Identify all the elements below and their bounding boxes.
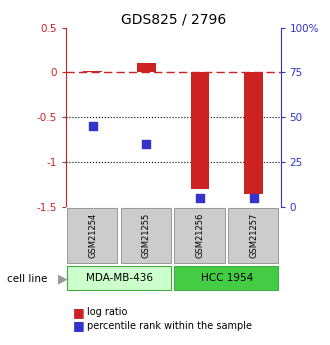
Bar bbox=[83, 71, 102, 72]
Bar bbox=[67, 208, 117, 263]
Text: MDA-MB-436: MDA-MB-436 bbox=[86, 273, 153, 283]
Text: cell line: cell line bbox=[7, 274, 47, 284]
Point bbox=[251, 195, 256, 201]
Text: ■: ■ bbox=[73, 306, 84, 319]
Bar bbox=[137, 63, 156, 72]
Point bbox=[197, 195, 203, 201]
Text: log ratio: log ratio bbox=[87, 307, 128, 317]
Point bbox=[144, 141, 149, 147]
Point bbox=[90, 124, 95, 129]
Text: GSM21255: GSM21255 bbox=[142, 213, 151, 258]
Bar bbox=[174, 208, 225, 263]
Text: HCC 1954: HCC 1954 bbox=[201, 273, 253, 283]
Bar bbox=[67, 266, 171, 290]
Text: GSM21257: GSM21257 bbox=[249, 213, 258, 258]
Text: GSM21256: GSM21256 bbox=[196, 213, 205, 258]
Bar bbox=[121, 208, 171, 263]
Text: GSM21254: GSM21254 bbox=[88, 213, 97, 258]
Bar bbox=[228, 208, 279, 263]
Text: ▶: ▶ bbox=[58, 272, 67, 285]
Title: GDS825 / 2796: GDS825 / 2796 bbox=[121, 12, 226, 27]
Bar bbox=[244, 72, 263, 194]
Bar bbox=[191, 72, 210, 189]
Text: percentile rank within the sample: percentile rank within the sample bbox=[87, 321, 252, 331]
Text: ■: ■ bbox=[73, 319, 84, 333]
Bar bbox=[174, 266, 279, 290]
